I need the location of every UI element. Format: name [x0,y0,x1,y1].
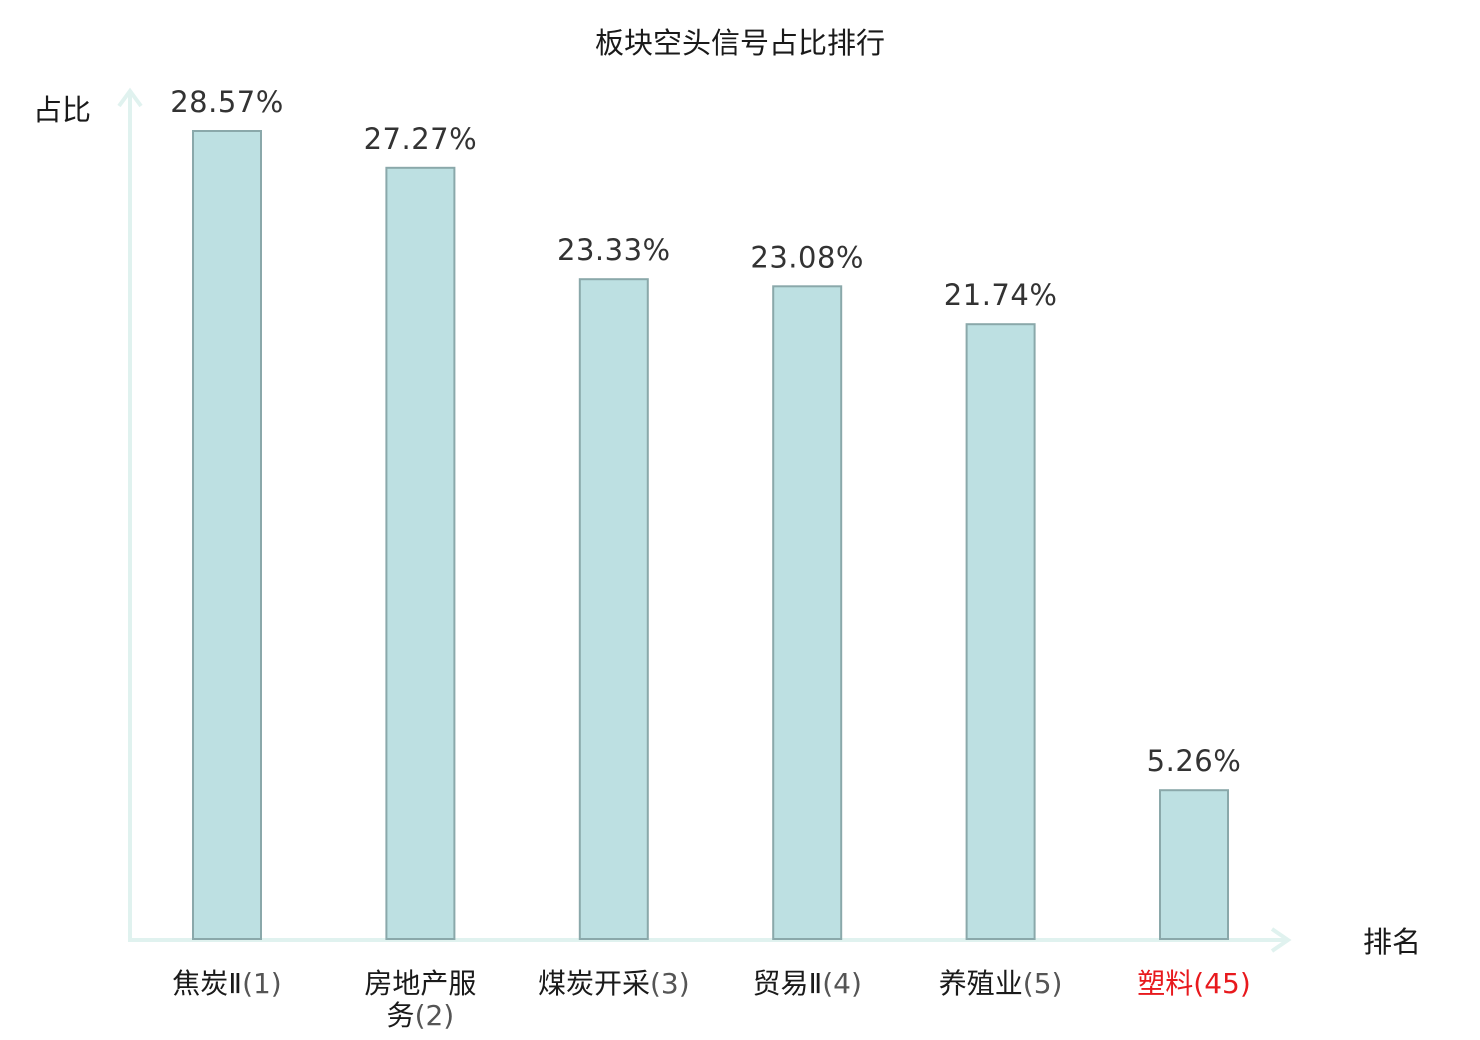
category-rank: (2) [415,999,455,1032]
category-label: 务(2) [387,999,455,1032]
bars-layer [192,130,1229,941]
category-rank: (45) [1193,967,1250,1000]
y-axis-label: 占比 [33,93,91,127]
bar [385,166,456,941]
value-label: 21.74% [944,278,1058,312]
bar [965,323,1036,940]
category-name: 房地产服 [364,967,476,1000]
category-rank: (5) [1023,967,1063,1000]
category-rank: (1) [242,967,282,1000]
chart-title: 板块空头信号占比排行 [595,26,885,60]
value-label: 28.57% [170,85,284,119]
x-axis-arrow-icon [1270,927,1292,953]
x-axis-label: 排名 [1363,925,1421,959]
category-rank: (3) [650,967,690,1000]
category-label: 养殖业(5) [939,967,1063,1000]
bar [192,130,262,940]
category-name: 养殖业 [939,967,1023,1000]
y-axis-arrow-icon [117,87,143,108]
bar [772,285,843,940]
category-rank: (4) [822,967,862,1000]
category-name: 焦炭Ⅱ [172,967,242,1000]
value-label: 27.27% [364,122,478,156]
category-name: 务 [387,999,415,1032]
category-label: 煤炭开采(3) [538,967,690,1000]
category-label: 贸易Ⅱ(4) [752,967,861,1000]
category-label: 焦炭Ⅱ(1) [172,967,281,1000]
value-label: 23.33% [557,233,671,267]
bar [1159,789,1229,941]
category-name: 煤炭开采 [538,967,650,1000]
bar [578,278,649,940]
value-label: 5.26% [1147,744,1242,778]
category-name: 塑料 [1137,967,1193,1000]
value-label: 23.08% [750,240,864,274]
value-labels-layer: 28.57% 27.27% 23.33% 23.08% 21.74% 5.26% [170,85,1241,778]
category-label: 塑料(45) [1137,967,1251,1000]
category-label: 房地产服 [364,967,476,1000]
category-name: 贸易Ⅱ [752,967,822,1000]
